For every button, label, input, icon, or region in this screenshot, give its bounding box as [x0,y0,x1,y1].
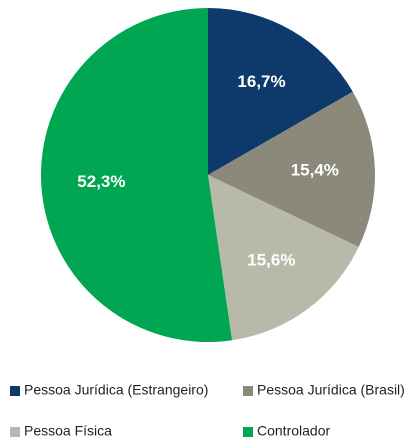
data-label: 16,7% [237,72,285,91]
legend-swatch [243,386,253,396]
legend-label: Pessoa Jurídica (Estrangeiro) [24,382,208,398]
data-label: 52,3% [77,172,125,191]
pie-slice [41,8,233,342]
legend-label: Controlador [257,423,330,439]
legend-swatch [10,386,20,396]
pie-slice [208,8,353,175]
legend-swatch [10,427,20,437]
pie-slice [208,175,359,341]
legend-swatch [243,427,253,437]
legend-label: Pessoa Jurídica (Brasil) [257,382,405,398]
legend-label: Pessoa Física [24,423,112,439]
data-label: 15,4% [291,160,339,179]
data-label: 15,6% [247,251,295,270]
pie-slice [208,91,376,248]
